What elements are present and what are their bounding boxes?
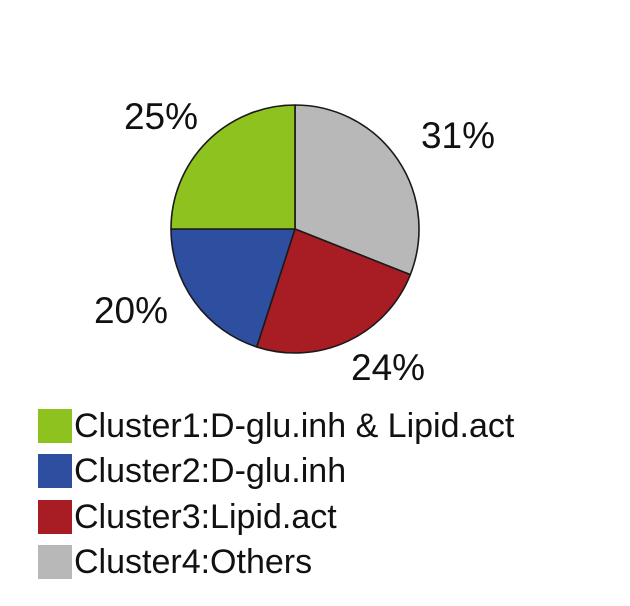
legend: Cluster1:D-glu.inh & Lipid.act Cluster2:… xyxy=(38,403,514,585)
pie-value-label-4: 25% xyxy=(124,96,198,137)
pie-slice-1 xyxy=(294,104,420,276)
legend-swatch-cluster4 xyxy=(38,545,72,580)
legend-swatch-cluster2 xyxy=(38,454,72,489)
pie-slice-3 xyxy=(170,228,296,348)
legend-label-cluster3: Cluster3:Lipid.act xyxy=(74,497,337,536)
legend-swatch-cluster1 xyxy=(38,408,72,443)
pie-value-label-1: 31% xyxy=(421,115,495,156)
legend-item-cluster1: Cluster1:D-glu.inh & Lipid.act xyxy=(38,403,514,449)
pie-value-label-3: 20% xyxy=(94,290,168,331)
legend-item-cluster3: Cluster3:Lipid.act xyxy=(38,494,514,540)
legend-swatch-cluster3 xyxy=(38,499,72,534)
legend-label-cluster4: Cluster4:Others xyxy=(74,543,313,582)
pie-slice-4 xyxy=(170,104,296,230)
legend-item-cluster4: Cluster4:Others xyxy=(38,540,514,586)
pie-slice-2 xyxy=(255,228,412,354)
pie-value-label-2: 24% xyxy=(351,347,425,388)
pie-value-labels: 31% 24% 20% 25% xyxy=(94,96,495,388)
legend-item-cluster2: Cluster2:D-glu.inh xyxy=(38,449,514,495)
legend-label-cluster2: Cluster2:D-glu.inh xyxy=(74,452,347,491)
legend-label-cluster1: Cluster1:D-glu.inh & Lipid.act xyxy=(74,406,515,445)
pie-slices xyxy=(170,104,420,354)
